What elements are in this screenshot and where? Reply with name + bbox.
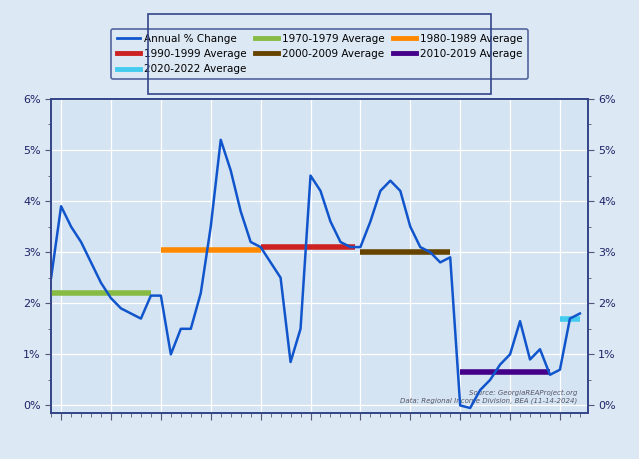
Text: Source: GeorgiaREAProject.org
Data: Regional Income Division, BEA (11-14-2024): Source: GeorgiaREAProject.org Data: Regi… [400,390,577,403]
Bar [148,14,491,95]
Legend: Annual % Change, 1990-1999 Average, 2020-2022 Average, 1970-1979 Average, 2000-2: Annual % Change, 1990-1999 Average, 2020… [111,28,528,79]
